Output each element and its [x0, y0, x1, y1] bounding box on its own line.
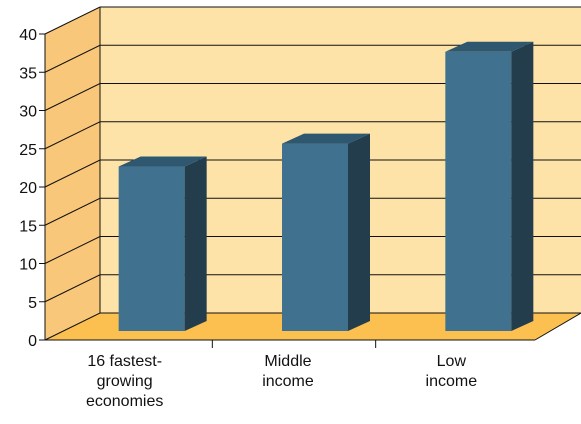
bar [445, 41, 534, 332]
x-category-label-line: 16 fastest- [87, 353, 162, 370]
y-tick-label: 30 [19, 104, 37, 121]
y-tick-label: 35 [19, 65, 37, 82]
bar [282, 133, 370, 331]
y-tick-labels: 0 5 10 15 20 25 30 35 40 [19, 27, 37, 350]
y-tick-label: 10 [19, 257, 37, 274]
floor-right-edge [534, 312, 581, 341]
y-tick-label: 0 [28, 333, 37, 350]
bar-side [511, 41, 534, 332]
x-category-label: 16 fastest-growing economies [86, 353, 163, 410]
y-tick-label: 25 [19, 142, 37, 159]
x-category-label: Low income [426, 353, 478, 390]
bar-front [282, 143, 348, 331]
y-tick-label: 20 [19, 180, 37, 197]
x-category-label-line: Middle [264, 353, 311, 370]
bar-top [282, 133, 370, 144]
y-tick-label: 5 [28, 295, 37, 312]
bar-side [184, 156, 207, 331]
y-tick-label: 15 [19, 218, 37, 235]
bar-side [348, 133, 370, 331]
x-category-label-line: Low [437, 353, 467, 370]
bar-top [118, 156, 207, 167]
bar-front [445, 51, 512, 332]
x-category-label-line: income [262, 373, 314, 390]
bars [118, 41, 534, 332]
x-category-label-line: growing [97, 373, 153, 390]
axes [39, 7, 581, 348]
bar-front [118, 166, 185, 331]
x-category-label: Middle income [262, 353, 314, 390]
bar [118, 156, 207, 331]
bar-top [445, 41, 534, 52]
x-category-label-line: income [426, 373, 478, 390]
x-category-label-line: economies [86, 393, 163, 410]
y-tick-label: 40 [19, 27, 37, 44]
